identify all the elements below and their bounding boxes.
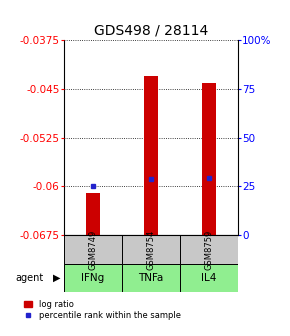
Text: IL4: IL4 <box>201 273 217 283</box>
Bar <box>180 235 238 264</box>
Bar <box>86 193 100 235</box>
Bar <box>144 76 158 235</box>
Text: GSM8754: GSM8754 <box>146 229 155 269</box>
Text: TNFa: TNFa <box>138 273 164 283</box>
Bar <box>202 83 216 235</box>
Text: GSM8759: GSM8759 <box>204 229 213 269</box>
Text: IFNg: IFNg <box>81 273 104 283</box>
Text: ▶: ▶ <box>53 273 61 283</box>
Bar <box>64 235 122 264</box>
Bar <box>180 264 238 292</box>
Text: agent: agent <box>15 273 44 283</box>
Legend: log ratio, percentile rank within the sample: log ratio, percentile rank within the sa… <box>24 300 181 320</box>
Bar <box>64 264 122 292</box>
Bar <box>122 264 180 292</box>
Text: GSM8749: GSM8749 <box>88 229 97 269</box>
Bar <box>122 235 180 264</box>
Title: GDS498 / 28114: GDS498 / 28114 <box>94 24 208 38</box>
